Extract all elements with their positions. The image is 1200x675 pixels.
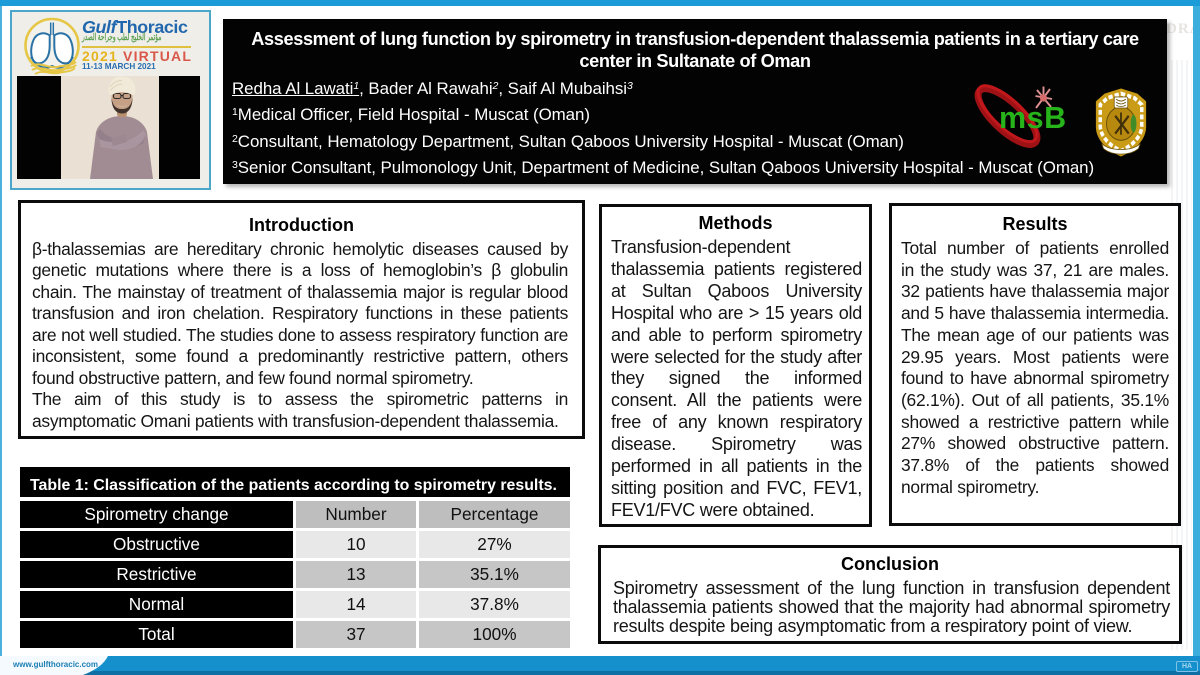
svg-text:msB: msB (999, 101, 1067, 135)
